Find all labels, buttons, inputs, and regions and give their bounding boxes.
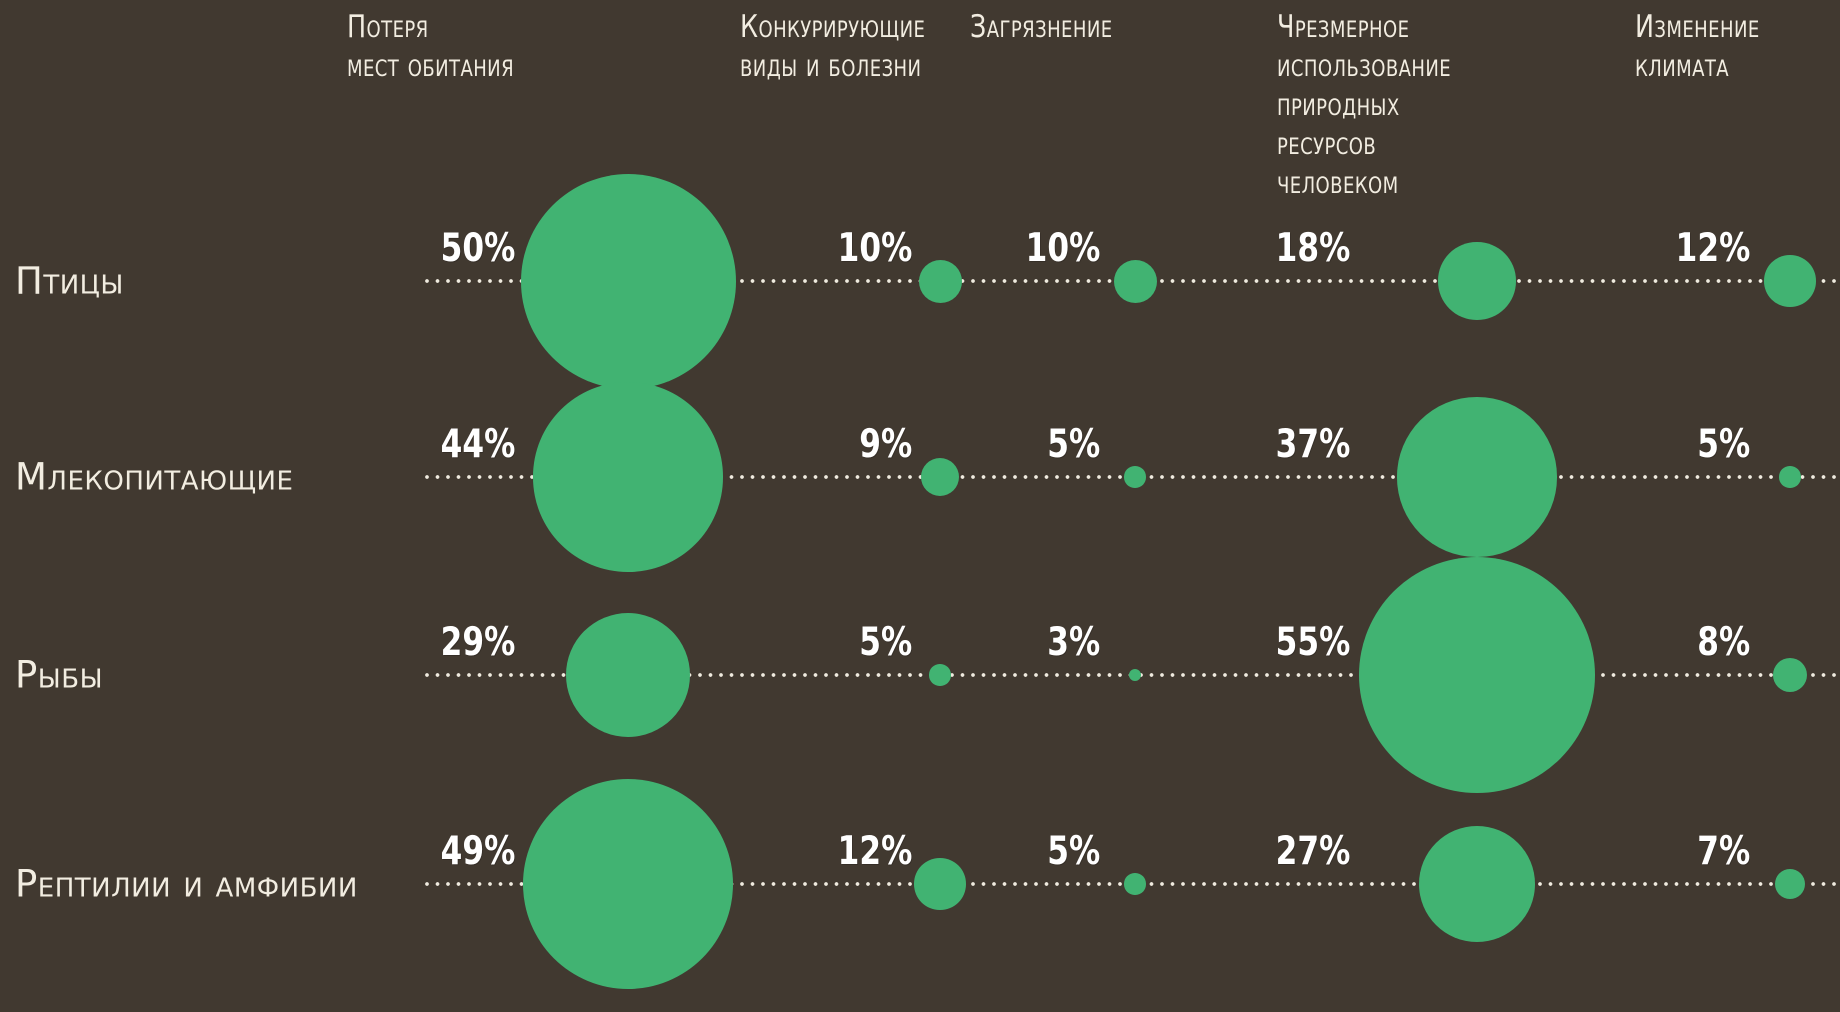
value-label: 5% (1697, 422, 1750, 467)
data-bubble (1779, 466, 1801, 488)
data-bubble (929, 664, 951, 686)
data-bubble (1438, 242, 1516, 320)
data-bubble (1397, 397, 1557, 557)
data-bubble (1418, 825, 1536, 943)
row-label: Птицы (15, 259, 124, 303)
value-label: 18% (1275, 226, 1350, 271)
data-bubble (1128, 668, 1142, 682)
column-header: Конкурирующие виды и болезни (740, 9, 926, 84)
row-label: Рептилии и амфибии (15, 862, 358, 906)
value-label: 37% (1275, 422, 1350, 467)
data-bubble (1772, 657, 1808, 693)
row-label: Млекопитающие (15, 455, 294, 499)
column-header: Потеря мест обитания (347, 9, 515, 84)
data-bubble (1124, 873, 1146, 895)
column-header: Чрезмерное использование природных ресур… (1277, 9, 1452, 201)
data-bubble (918, 259, 962, 303)
data-bubble (914, 858, 966, 910)
data-bubble (520, 173, 736, 389)
data-bubble (1358, 556, 1596, 794)
value-label: 5% (1047, 422, 1100, 467)
column-header: Изменение климата (1635, 9, 1760, 84)
value-label: 9% (859, 422, 912, 467)
value-label: 12% (1675, 226, 1750, 271)
data-bubble (1113, 259, 1157, 303)
value-label: 7% (1697, 829, 1750, 874)
data-bubble (522, 778, 734, 990)
value-label: 5% (1047, 829, 1100, 874)
data-bubble (1764, 255, 1816, 307)
data-bubble (1124, 466, 1146, 488)
value-label: 12% (837, 829, 912, 874)
value-label: 27% (1275, 829, 1350, 874)
value-label: 5% (859, 620, 912, 665)
value-label: 10% (1025, 226, 1100, 271)
value-label: 10% (837, 226, 912, 271)
value-label: 44% (440, 422, 515, 467)
value-label: 8% (1697, 620, 1750, 665)
value-label: 29% (440, 620, 515, 665)
value-label: 3% (1047, 620, 1100, 665)
row-label: Рыбы (15, 653, 104, 697)
data-bubble (565, 612, 691, 738)
data-bubble (920, 457, 960, 497)
data-bubble (1774, 868, 1806, 900)
data-bubble (533, 382, 723, 572)
value-label: 49% (440, 829, 515, 874)
value-label: 55% (1275, 620, 1350, 665)
column-header: Загрязнение (970, 9, 1113, 45)
value-label: 50% (440, 226, 515, 271)
